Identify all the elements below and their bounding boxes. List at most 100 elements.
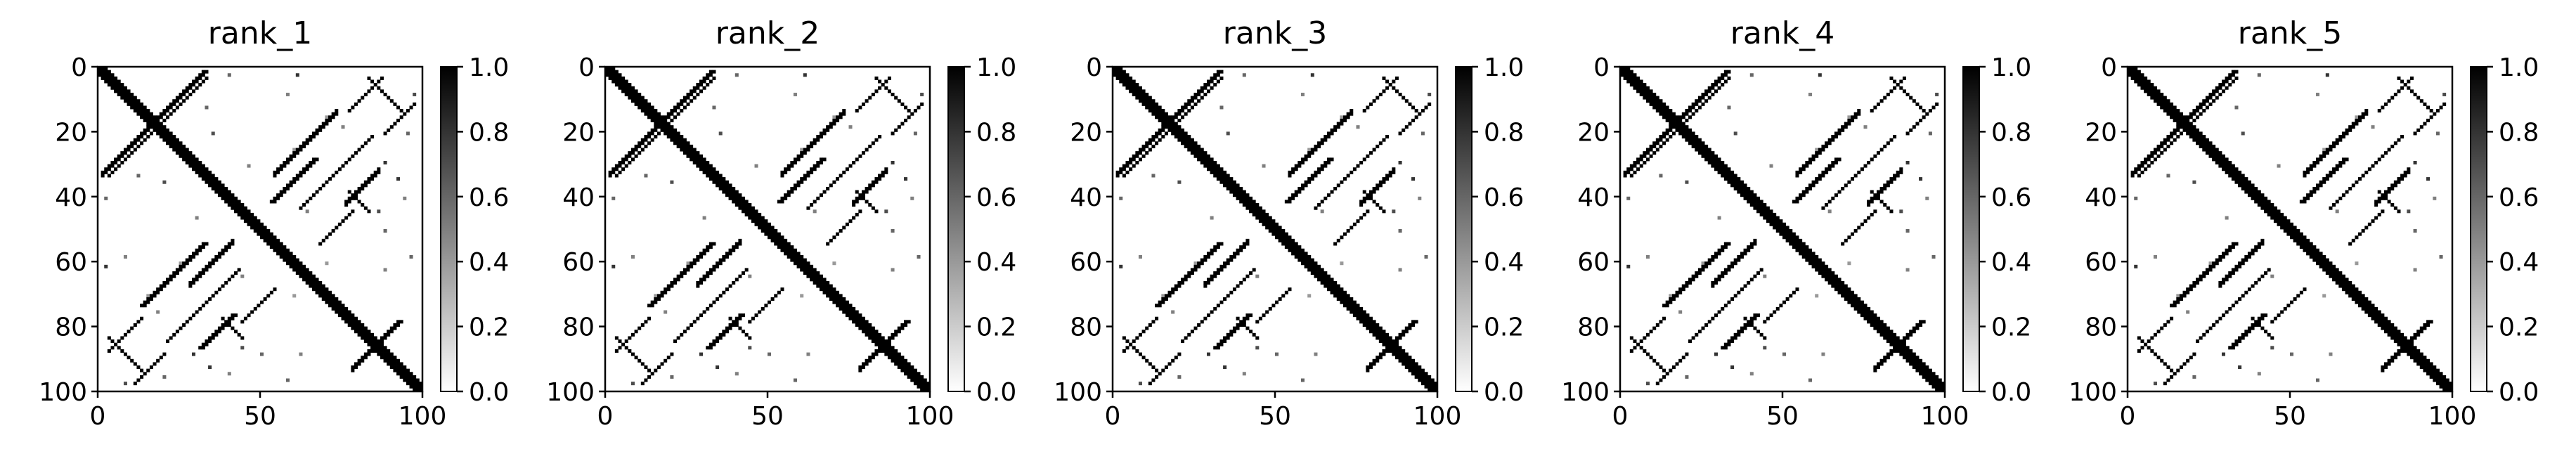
heatmap-cell <box>172 99 176 103</box>
heatmap-cell <box>836 304 840 308</box>
heatmap-cell <box>1626 170 1631 174</box>
heatmap-cell <box>1775 216 1780 220</box>
heatmap-cell <box>1245 193 1250 197</box>
heatmap-cell <box>1876 320 1880 324</box>
heatmap-cell <box>1873 368 1877 372</box>
heatmap-cell <box>2315 157 2319 162</box>
heatmap-cell <box>1193 151 1198 155</box>
x-tick-label: 100 <box>1413 402 1462 431</box>
heatmap-cell <box>1701 261 1705 266</box>
heatmap-cell <box>377 170 381 174</box>
heatmap-cell <box>127 154 131 158</box>
heatmap-cell <box>1362 323 1366 327</box>
heatmap-cell <box>1291 248 1295 252</box>
heatmap-cell <box>276 238 280 242</box>
heatmap-cell <box>234 203 238 207</box>
heatmap-cell <box>1697 105 1702 110</box>
heatmap-cell <box>318 290 323 294</box>
heatmap-cell <box>1662 368 1666 372</box>
y-tick-label: 60 <box>562 248 595 277</box>
heatmap-cell <box>1759 200 1763 204</box>
colorbar: 1.00.80.60.40.20.0 <box>947 53 1016 407</box>
heatmap-cell <box>2413 160 2417 164</box>
heatmap-cell <box>852 320 856 324</box>
heatmap-cell <box>1928 372 1932 376</box>
heatmap-cell <box>624 346 628 350</box>
heatmap-cell <box>865 332 869 337</box>
heatmap-cell <box>800 264 804 268</box>
heatmap-cell <box>897 362 901 366</box>
heatmap-cell <box>120 86 124 90</box>
heatmap-cell <box>1723 245 1728 249</box>
heatmap-cell <box>891 92 895 96</box>
heatmap-cell <box>133 138 137 142</box>
heatmap-cell <box>618 83 622 87</box>
heatmap-cell <box>1164 294 1168 298</box>
heatmap-cell <box>279 193 283 197</box>
heatmap-cell <box>1187 135 1191 139</box>
heatmap-cell <box>2400 349 2405 353</box>
heatmap-cell <box>699 254 703 259</box>
heatmap-cell <box>706 245 710 249</box>
heatmap-cell <box>2439 384 2443 389</box>
heatmap-cell <box>1239 320 1243 324</box>
heatmap-cell <box>647 115 652 119</box>
heatmap-cell <box>1931 382 1936 386</box>
heatmap-cell <box>712 268 716 272</box>
heatmap-cell <box>1893 174 1897 178</box>
heatmap-cell <box>1336 238 1340 242</box>
heatmap-cell <box>217 330 221 334</box>
heatmap-cell <box>1893 342 1897 346</box>
heatmap-cell <box>1886 339 1890 344</box>
heatmap-cell <box>2403 342 2407 346</box>
heatmap-cell <box>253 306 257 311</box>
heatmap-cell <box>2221 252 2225 256</box>
heatmap-cell <box>2426 177 2431 181</box>
heatmap-cell <box>1340 290 1344 294</box>
heatmap-cell <box>2332 167 2336 171</box>
heatmap-cell <box>1902 336 1906 340</box>
heatmap-cell <box>2212 261 2216 266</box>
heatmap-cell <box>865 362 869 366</box>
heatmap-cell <box>868 358 872 363</box>
heatmap-cell <box>1255 203 1260 207</box>
heatmap-cell <box>380 342 384 346</box>
heatmap-cell <box>680 141 684 145</box>
heatmap-cell <box>1174 128 1178 132</box>
heatmap-cell <box>1113 70 1117 74</box>
heatmap-cell <box>2212 154 2216 158</box>
heatmap-cell <box>198 160 202 164</box>
heatmap-cell <box>1655 105 1659 110</box>
heatmap-cell <box>2205 138 2209 142</box>
heatmap-cell <box>1879 330 1884 334</box>
heatmap-cell <box>133 141 137 145</box>
heatmap-cell <box>1356 306 1360 311</box>
heatmap-cell <box>656 122 661 126</box>
heatmap-cell <box>742 206 746 210</box>
heatmap-cell <box>361 323 365 327</box>
x-tick-label: 50 <box>1766 402 1799 431</box>
heatmap-cell <box>1675 294 1679 298</box>
heatmap-cell <box>367 177 371 181</box>
heatmap-cell <box>712 174 716 178</box>
heatmap-cell <box>1226 180 1230 184</box>
heatmap-cells <box>1113 67 1438 392</box>
heatmap-cell <box>98 70 102 74</box>
heatmap-cell <box>302 271 306 275</box>
heatmap-cell <box>354 362 358 366</box>
heatmap-cell <box>318 125 323 129</box>
heatmap-cell <box>182 157 186 162</box>
heatmap-cell <box>250 226 254 230</box>
heatmap-cell <box>1213 167 1217 171</box>
heatmap-cell <box>1889 177 1894 181</box>
heatmap-cell <box>2192 112 2196 116</box>
heatmap-cell <box>1310 261 1314 266</box>
heatmap-cell <box>169 278 173 282</box>
heatmap-cell <box>1795 287 1799 292</box>
heatmap-cell <box>305 167 309 171</box>
heatmap-cell <box>1753 242 1757 246</box>
heatmap-cell <box>1879 362 1884 366</box>
heatmap-cell <box>2355 180 2359 184</box>
heatmap-cell <box>2137 70 2141 74</box>
heatmap-cell <box>1919 358 1923 363</box>
